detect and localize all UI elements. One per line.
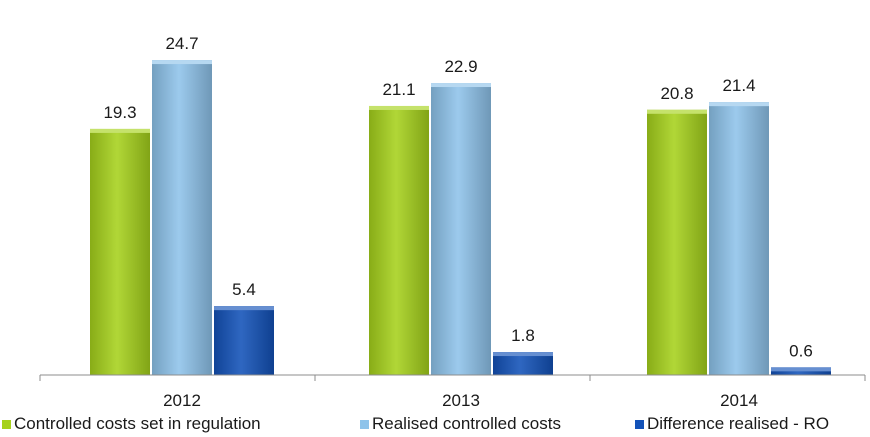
category-label-2012: 2012 [163,391,201,410]
bar-body [431,83,491,376]
legend-item-difference: Difference realised - RO [635,414,829,434]
bar-2014-realised-controlled-costs [709,102,769,376]
data-labels-layer: 19.3 24.7 5.4 21.1 22.9 1.8 20.8 21.4 0.6 [103,34,812,360]
legend-item-realised-costs: Realised controlled costs [360,414,561,434]
bar-body [152,60,212,375]
legend-label-difference: Difference realised - RO [647,414,830,433]
data-label-2013-realised-controlled-costs: 22.9 [444,57,477,76]
bar-top-edge [369,105,429,110]
bar-top-edge [431,83,491,88]
bar-2014-controlled-costs-set-in-regulation [647,109,707,376]
legend-swatch-realised-costs [360,419,369,429]
legend-swatch-difference [635,419,644,429]
bar-2012-realised-controlled-costs [152,60,212,375]
x-axis-ticks [39,375,866,381]
bar-2014-difference-realised-ro [771,367,831,375]
bar-top-edge [493,352,553,357]
data-label-2014-realised-controlled-costs: 21.4 [722,76,755,95]
bars-layer [90,60,831,376]
data-label-2013-controlled-costs-set-in-regulation: 21.1 [382,80,415,99]
bar-body [214,306,274,375]
legend-label-realised-costs: Realised controlled costs [372,414,561,433]
bar-2013-realised-controlled-costs [431,83,491,376]
data-label-2013-difference-realised-ro: 1.8 [511,326,535,345]
data-label-2014-difference-realised-ro: 0.6 [789,341,813,360]
data-label-2012-difference-realised-ro: 5.4 [232,280,256,299]
bar-body [709,102,769,376]
legend-label-controlled-costs: Controlled costs set in regulation [14,414,261,433]
legend-item-controlled-costs: Controlled costs set in regulation [2,414,261,434]
bar-2012-difference-realised-ro [214,306,274,375]
category-label-2014: 2014 [720,391,758,410]
bar-top-edge [771,367,831,372]
data-label-2012-controlled-costs-set-in-regulation: 19.3 [103,103,136,122]
bar-top-edge [90,128,150,133]
bar-top-edge [709,102,769,107]
bar-top-edge [647,109,707,114]
legend-swatch-controlled-costs [2,419,11,429]
bar-2012-controlled-costs-set-in-regulation [90,128,150,375]
category-label-2013: 2013 [442,391,480,410]
bar-body [369,105,429,375]
bar-2013-difference-realised-ro [493,352,553,375]
bar-top-edge [152,60,212,65]
bar-2013-controlled-costs-set-in-regulation [369,105,429,375]
bar-body [90,128,150,375]
bar-body [493,352,553,375]
data-label-2012-realised-controlled-costs: 24.7 [165,34,198,53]
category-labels-layer: 2012 2013 2014 [163,391,758,410]
bar-top-edge [214,306,274,311]
bar-body [647,109,707,376]
chart-legend: Controlled costs set in regulation Reali… [0,414,870,434]
data-label-2014-controlled-costs-set-in-regulation: 20.8 [660,84,693,103]
